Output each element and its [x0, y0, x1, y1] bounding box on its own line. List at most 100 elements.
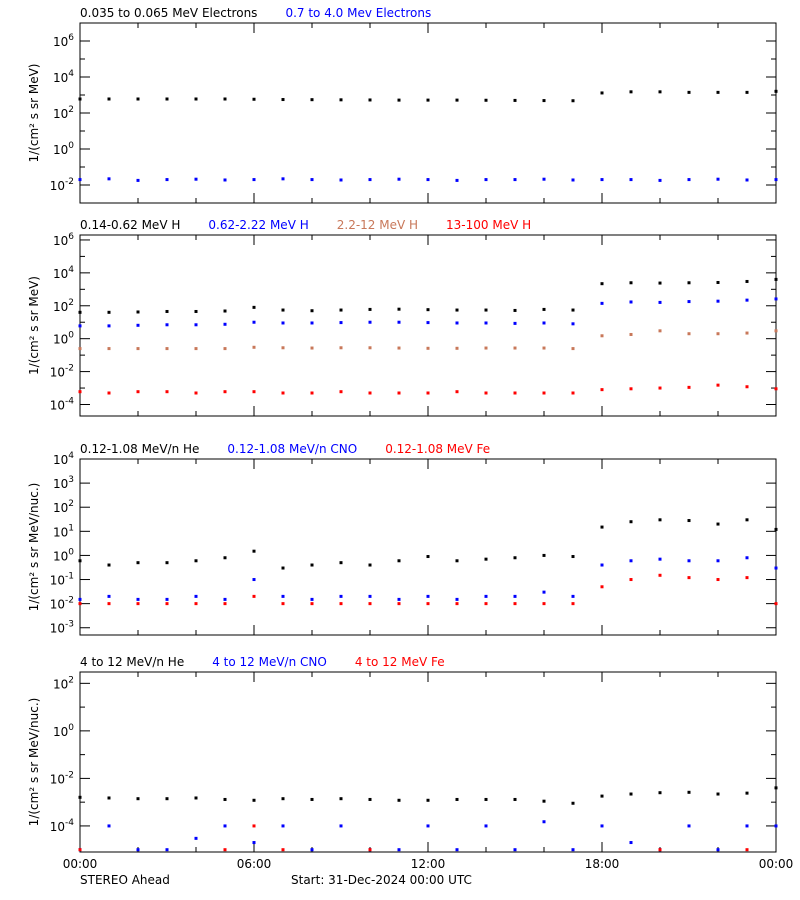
data-point: [455, 321, 459, 325]
data-point: [339, 561, 343, 565]
data-point: [629, 281, 633, 285]
data-point: [658, 300, 662, 304]
data-point: [310, 597, 314, 601]
legend-entry: 0.12-1.08 MeV/n CNO: [227, 442, 357, 456]
series-1: [78, 786, 778, 805]
y-tick-label: 10-2: [50, 177, 74, 193]
data-point: [107, 347, 111, 351]
data-point: [745, 576, 749, 580]
y-tick-label: 100: [53, 547, 74, 563]
data-point: [658, 90, 662, 94]
data-point: [745, 824, 749, 828]
data-point: [136, 597, 140, 601]
data-point: [484, 98, 488, 102]
data-point: [368, 320, 372, 324]
data-point: [426, 798, 430, 802]
data-point: [774, 786, 778, 790]
y-tick-label: 102: [53, 499, 74, 515]
data-point: [571, 322, 575, 326]
data-point: [716, 177, 720, 181]
data-point: [368, 391, 372, 395]
data-point: [107, 796, 111, 800]
data-point: [165, 309, 169, 313]
data-point: [513, 797, 517, 801]
data-point: [542, 391, 546, 395]
data-point: [368, 594, 372, 598]
data-point: [223, 309, 227, 313]
data-point: [194, 836, 198, 840]
plot-frame: [79, 458, 777, 636]
y-tick-label: 100: [53, 331, 74, 347]
data-point: [281, 594, 285, 598]
data-point: [252, 178, 256, 182]
legend-entry: 0.035 to 0.065 MeV Electrons: [80, 6, 257, 20]
data-point: [310, 346, 314, 350]
data-point: [484, 308, 488, 312]
data-point: [513, 602, 517, 606]
data-point: [310, 178, 314, 182]
data-point: [368, 563, 372, 567]
data-point: [252, 345, 256, 349]
y-tick-label: 101: [53, 523, 74, 539]
data-point: [629, 792, 633, 796]
data-point: [571, 347, 575, 351]
data-point: [716, 559, 720, 563]
data-point: [542, 799, 546, 803]
data-point: [571, 178, 575, 182]
data-point: [165, 597, 169, 601]
data-point: [310, 321, 314, 325]
data-point: [687, 559, 691, 563]
data-point: [194, 391, 198, 395]
panel-4: 102 100 10-2 10-4 1/(cm² s sr MeV/nuc.) 4 to …: [27, 655, 778, 853]
data-point: [658, 281, 662, 285]
data-point: [194, 602, 198, 606]
data-point: [658, 386, 662, 390]
data-point: [513, 594, 517, 598]
data-point: [513, 308, 517, 312]
y-tick-label: 10-2: [50, 364, 74, 380]
data-point: [252, 390, 256, 394]
data-point: [78, 390, 82, 394]
data-point: [368, 346, 372, 350]
y-tick-label: 10-4: [50, 396, 75, 412]
data-point: [78, 795, 82, 799]
data-point: [513, 848, 517, 852]
data-point: [600, 585, 604, 589]
data-point: [455, 848, 459, 852]
data-point: [107, 391, 111, 395]
data-point: [78, 97, 82, 101]
data-point: [658, 573, 662, 577]
data-point: [571, 848, 575, 852]
data-point: [397, 848, 401, 852]
data-point: [310, 797, 314, 801]
data-point: [426, 391, 430, 395]
data-point: [687, 519, 691, 523]
y-tick-label: 103: [53, 475, 74, 491]
data-point: [281, 98, 285, 102]
data-point: [600, 178, 604, 182]
data-point: [745, 298, 749, 302]
data-point: [252, 320, 256, 324]
data-point: [397, 346, 401, 350]
data-point: [426, 602, 430, 606]
data-point: [774, 89, 778, 93]
data-point: [600, 794, 604, 798]
data-point: [252, 549, 256, 553]
data-point: [687, 576, 691, 580]
data-point: [774, 824, 778, 828]
data-point: [542, 99, 546, 103]
y-tick-label: 10-2: [50, 596, 74, 612]
y-tick-label: 100: [53, 723, 74, 739]
data-point: [194, 177, 198, 181]
data-point: [107, 177, 111, 181]
data-point: [223, 97, 227, 101]
y-axis-label: 1/(cm² s sr MeV): [27, 276, 41, 375]
data-point: [397, 307, 401, 311]
y-tick-label: 10-4: [50, 818, 75, 834]
data-point: [687, 824, 691, 828]
y-axis-label: 1/(cm² s sr MeV): [27, 64, 41, 163]
panel-3: 104 103 102 101 100 10-1 10-2 10-3 1/(cm² s sr M…: [27, 442, 778, 636]
data-point: [78, 602, 82, 606]
data-point: [600, 525, 604, 529]
data-point: [455, 559, 459, 563]
